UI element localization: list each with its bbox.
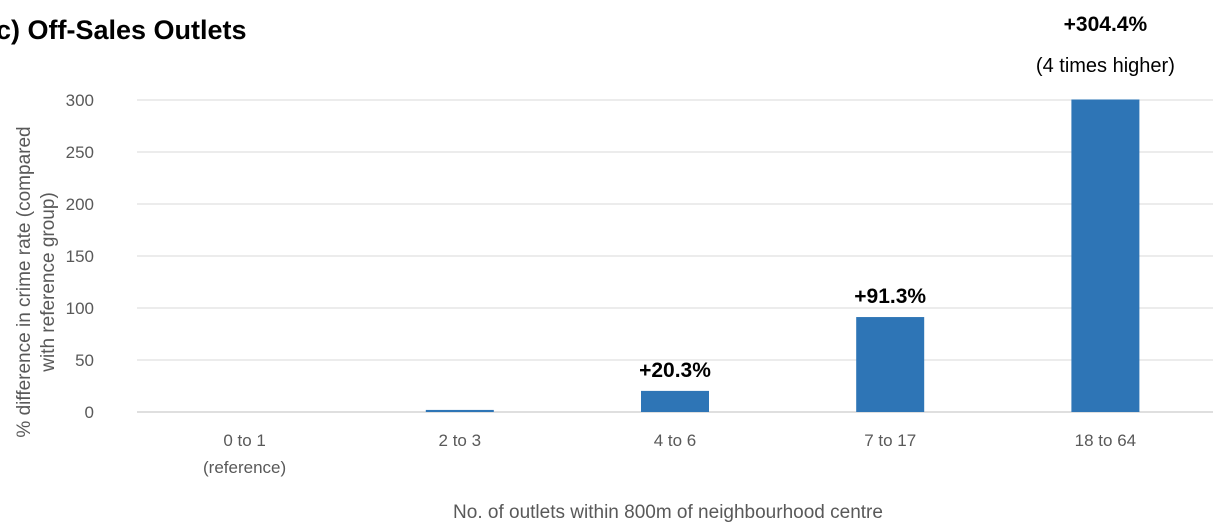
y-tick-label: 50 <box>75 351 94 370</box>
gridlines <box>137 99 1213 413</box>
x-tick-label: 0 to 1 <box>223 431 266 450</box>
x-tick-label: 4 to 6 <box>654 431 697 450</box>
data-label: +91.3% <box>854 285 926 308</box>
chart-title: c) Off-Sales Outlets <box>0 15 247 45</box>
x-tick-label: 2 to 3 <box>439 431 482 450</box>
y-tick-label: 200 <box>66 195 94 214</box>
y-tick-label: 100 <box>66 299 94 318</box>
bars <box>425 99 1140 412</box>
x-tick-label: 18 to 64 <box>1075 431 1136 450</box>
y-tick-labels: 0 50 100 150 200 250 300 <box>66 91 94 422</box>
bar <box>1071 99 1140 412</box>
x-tick-label-secondary: (reference) <box>203 458 286 477</box>
y-tick-label: 250 <box>66 143 94 162</box>
data-label-note: (4 times higher) <box>1036 55 1175 77</box>
x-tick-labels: 0 to 1 (reference) 2 to 3 4 to 6 7 to 17 18 t… <box>203 431 1136 477</box>
data-label: +20.3% <box>639 359 711 382</box>
y-axis-title-line-2: with reference group) <box>38 192 59 373</box>
bar <box>856 317 925 412</box>
y-tick-label: 0 <box>85 403 94 422</box>
y-axis-title-line-1: % difference in crime rate (compared <box>14 126 35 437</box>
data-label: +304.4% <box>1064 13 1148 36</box>
y-tick-label: 300 <box>66 91 94 110</box>
bar <box>641 390 709 412</box>
x-tick-label: 7 to 17 <box>864 431 916 450</box>
x-axis-title: No. of outlets within 800m of neighbourh… <box>453 502 883 523</box>
bar <box>425 409 494 412</box>
y-tick-label: 150 <box>66 247 94 266</box>
data-labels: +20.3% +91.3% +304.4% (4 times higher) <box>639 13 1175 382</box>
y-axis-title: % difference in crime rate (compared wit… <box>14 126 59 437</box>
